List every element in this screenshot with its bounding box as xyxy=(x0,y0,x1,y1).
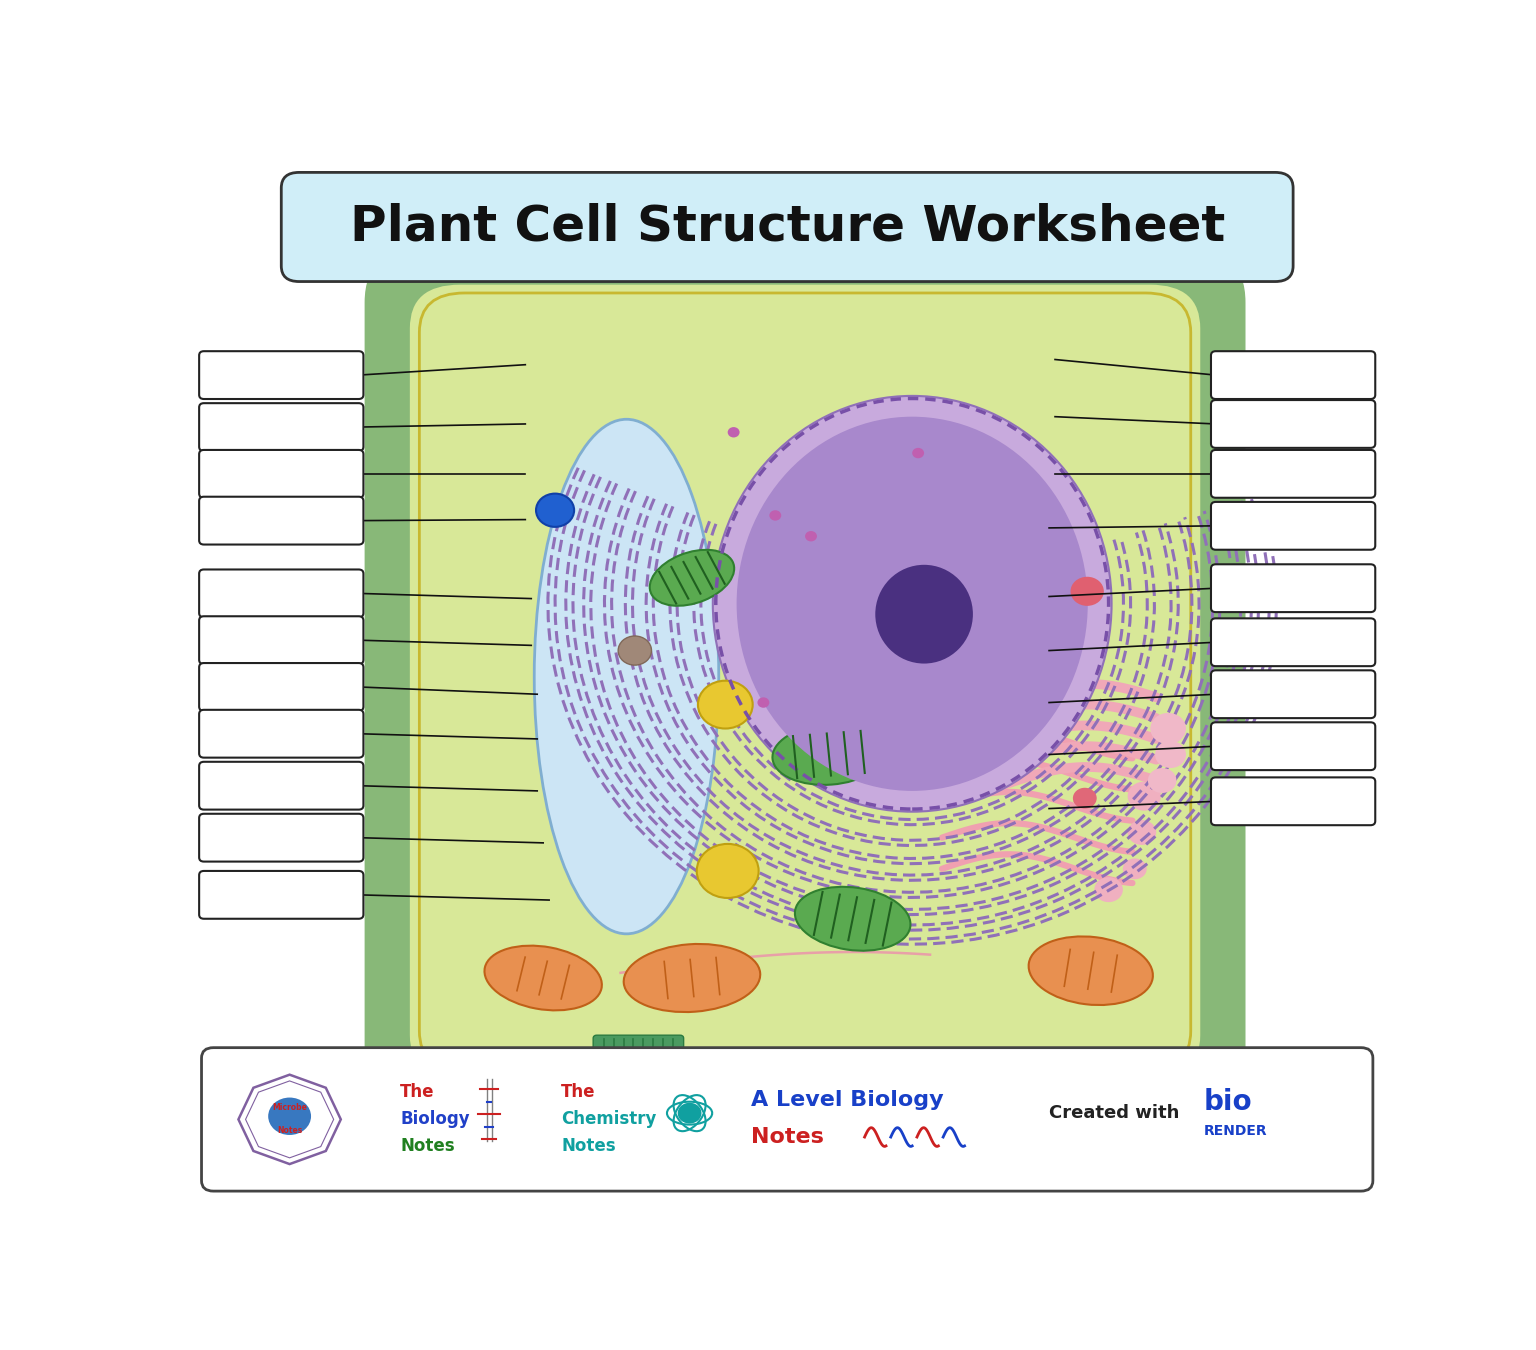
Circle shape xyxy=(536,494,574,526)
FancyBboxPatch shape xyxy=(593,1035,684,1060)
Circle shape xyxy=(1123,859,1147,879)
FancyBboxPatch shape xyxy=(200,404,364,451)
Text: Created with: Created with xyxy=(1049,1104,1180,1122)
Text: Plant Cell Structure Worksheet: Plant Cell Structure Worksheet xyxy=(350,202,1224,251)
Circle shape xyxy=(1074,788,1097,809)
Circle shape xyxy=(1071,576,1104,606)
FancyBboxPatch shape xyxy=(1210,351,1375,400)
FancyBboxPatch shape xyxy=(200,570,364,617)
Text: The: The xyxy=(561,1083,596,1102)
Ellipse shape xyxy=(773,724,885,784)
Text: Notes: Notes xyxy=(751,1127,825,1148)
Ellipse shape xyxy=(650,549,734,606)
Circle shape xyxy=(728,427,740,437)
FancyBboxPatch shape xyxy=(1210,450,1375,498)
FancyBboxPatch shape xyxy=(200,616,364,664)
Circle shape xyxy=(677,1103,702,1123)
FancyBboxPatch shape xyxy=(200,351,364,400)
Text: Biology: Biology xyxy=(401,1111,470,1129)
Ellipse shape xyxy=(535,420,719,934)
FancyBboxPatch shape xyxy=(1210,502,1375,549)
Circle shape xyxy=(1094,878,1123,902)
FancyBboxPatch shape xyxy=(1210,400,1375,448)
FancyBboxPatch shape xyxy=(200,871,364,919)
Circle shape xyxy=(697,680,753,729)
Text: Chemistry: Chemistry xyxy=(561,1111,656,1129)
Text: The: The xyxy=(401,1083,435,1102)
FancyBboxPatch shape xyxy=(1210,618,1375,666)
FancyBboxPatch shape xyxy=(200,497,364,544)
FancyBboxPatch shape xyxy=(364,246,1246,1118)
Text: A Level Biology: A Level Biology xyxy=(751,1089,945,1110)
Text: bio: bio xyxy=(1204,1088,1252,1115)
FancyBboxPatch shape xyxy=(200,710,364,757)
Text: Microbe: Microbe xyxy=(272,1103,307,1112)
Circle shape xyxy=(1147,768,1177,792)
FancyBboxPatch shape xyxy=(410,285,1200,1079)
Ellipse shape xyxy=(737,417,1087,791)
FancyBboxPatch shape xyxy=(200,761,364,810)
Ellipse shape xyxy=(713,396,1112,811)
Ellipse shape xyxy=(624,944,760,1012)
Circle shape xyxy=(770,510,782,521)
Text: Notes: Notes xyxy=(276,1126,303,1135)
Circle shape xyxy=(1127,782,1161,810)
Circle shape xyxy=(912,448,925,458)
Circle shape xyxy=(697,844,759,898)
FancyBboxPatch shape xyxy=(200,450,364,498)
Text: Notes: Notes xyxy=(401,1138,455,1156)
Text: RENDER: RENDER xyxy=(1204,1123,1267,1138)
FancyBboxPatch shape xyxy=(201,1048,1373,1191)
Ellipse shape xyxy=(1029,937,1154,1004)
Ellipse shape xyxy=(484,945,602,1010)
Ellipse shape xyxy=(876,564,972,664)
Ellipse shape xyxy=(796,887,911,950)
Circle shape xyxy=(1127,819,1157,845)
Circle shape xyxy=(269,1098,310,1135)
FancyBboxPatch shape xyxy=(1210,564,1375,612)
Circle shape xyxy=(1150,713,1186,744)
Text: Notes: Notes xyxy=(561,1138,616,1156)
FancyBboxPatch shape xyxy=(1210,671,1375,718)
FancyBboxPatch shape xyxy=(200,814,364,861)
FancyBboxPatch shape xyxy=(200,663,364,711)
Circle shape xyxy=(757,698,770,707)
FancyBboxPatch shape xyxy=(1210,722,1375,769)
Circle shape xyxy=(805,531,817,541)
Circle shape xyxy=(617,636,651,666)
FancyBboxPatch shape xyxy=(1210,778,1375,825)
Circle shape xyxy=(1155,741,1186,768)
FancyBboxPatch shape xyxy=(281,173,1293,282)
